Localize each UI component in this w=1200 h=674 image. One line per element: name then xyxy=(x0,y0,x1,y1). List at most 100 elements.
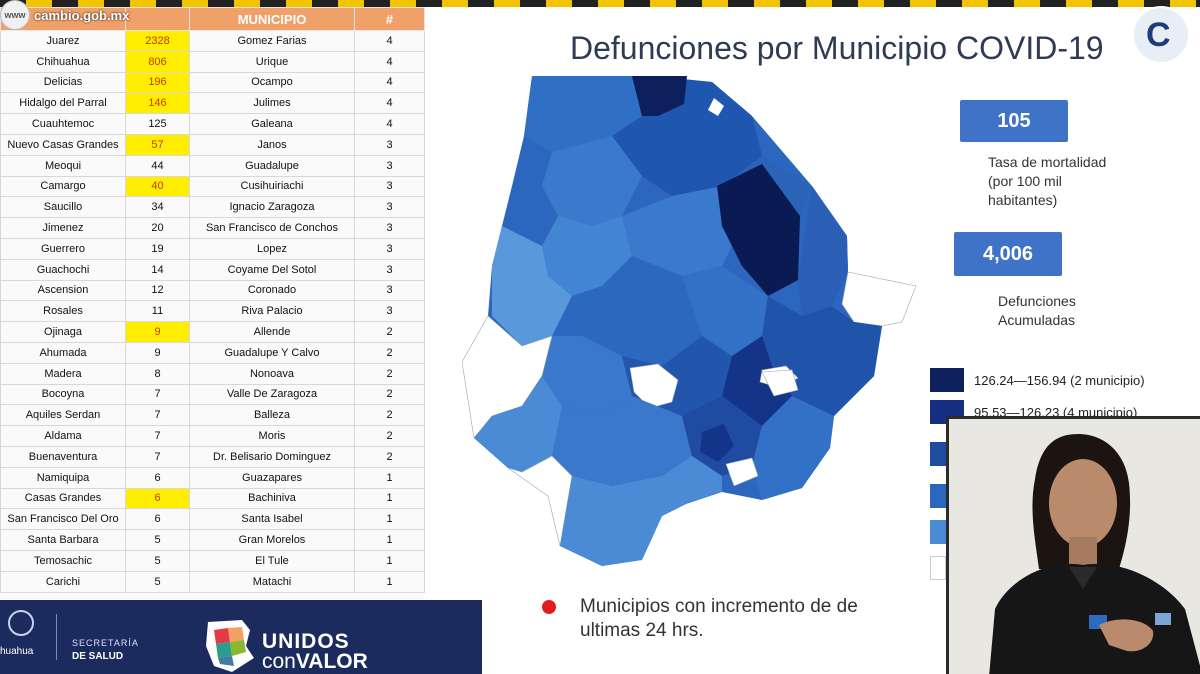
slogan-unidos: UNIDOS xyxy=(262,630,350,653)
cell-count-left: 7 xyxy=(125,445,190,468)
region-dark-south xyxy=(700,424,734,462)
table-row: Meoqui 44 Guadalupe 3 xyxy=(0,154,425,177)
table-row: Guerrero 19 Lopez 3 xyxy=(0,237,425,260)
cell-count-right: 4 xyxy=(354,92,425,115)
cell-municipio-right: Matachi xyxy=(189,570,355,593)
cell-municipio-left: Guachochi xyxy=(0,258,126,281)
cell-municipio-right: Cusihuiriachi xyxy=(189,175,355,198)
legend-item-1: 126.24—156.94 (2 municipio) xyxy=(930,368,1145,392)
cell-municipio-right: Gran Morelos xyxy=(189,529,355,551)
cell-municipio-left: Ahumada xyxy=(0,341,126,364)
cell-count-right: 1 xyxy=(354,508,425,531)
cell-count-right: 4 xyxy=(354,30,425,52)
cell-municipio-left: Casas Grandes xyxy=(0,487,126,510)
table-row: San Francisco Del Oro 6 Santa Isabel 1 xyxy=(0,508,425,531)
source-url-badge: www cambio.gob.mx xyxy=(0,0,190,30)
cell-municipio-left: Camargo xyxy=(0,175,126,198)
cell-count-right: 4 xyxy=(354,71,425,94)
cell-count-right: 2 xyxy=(354,321,425,343)
region-white-south-east xyxy=(725,457,759,487)
cell-count-left: 19 xyxy=(125,237,190,260)
cell-municipio-right: Riva Palacio xyxy=(189,300,355,323)
cell-municipio-right: Julimes xyxy=(189,92,355,115)
cell-count-right: 3 xyxy=(354,258,425,281)
table-row: Temosachic 5 El Tule 1 xyxy=(0,549,425,572)
table-body: Juarez 2328 Gomez Farias 4 Chihuahua 806 Uriqu… xyxy=(0,30,425,593)
slogan-con-valor: conVALOR xyxy=(262,650,368,674)
cell-municipio-right: Urique xyxy=(189,50,355,73)
cell-count-left: 6 xyxy=(125,466,190,489)
legend-swatch-4 xyxy=(930,484,946,508)
cell-municipio-left: Juarez xyxy=(0,30,126,52)
region-janos xyxy=(524,76,642,152)
table-row: Chihuahua 806 Urique 4 xyxy=(0,50,425,73)
region-bocoyna xyxy=(542,336,632,416)
mortality-rate-value: 105 xyxy=(960,100,1068,142)
cell-count-right: 2 xyxy=(354,383,425,406)
cell-count-left: 7 xyxy=(125,383,190,406)
channel-logo-letter: C xyxy=(1146,16,1171,54)
table-row: Camargo 40 Cusihuiriachi 3 xyxy=(0,175,425,198)
cell-municipio-left: Carichi xyxy=(0,570,126,593)
cell-count-left: 12 xyxy=(125,279,190,302)
region-west xyxy=(492,226,572,346)
cell-municipio-right: Ignacio Zaragoza xyxy=(189,196,355,219)
cell-municipio-right: Guadalupe xyxy=(189,154,355,177)
cell-municipio-right: Santa Isabel xyxy=(189,508,355,531)
top-stripe xyxy=(0,0,1200,7)
cell-count-left: 2328 xyxy=(125,30,190,52)
legend-swatch-1 xyxy=(930,368,964,392)
cell-count-left: 57 xyxy=(125,133,190,156)
cell-municipio-right: Coronado xyxy=(189,279,355,302)
cell-municipio-right: Guadalupe Y Calvo xyxy=(189,341,355,364)
cell-municipio-left: Nuevo Casas Grandes xyxy=(0,133,126,156)
header-count: # xyxy=(354,7,425,31)
region-chihuahua-city xyxy=(622,186,742,276)
cell-count-right: 4 xyxy=(354,50,425,73)
table-row: Delicias 196 Ocampo 4 xyxy=(0,71,425,94)
cell-count-right: 3 xyxy=(354,154,425,177)
cell-municipio-left: Buenaventura xyxy=(0,445,126,468)
cell-municipio-right: Ocampo xyxy=(189,71,355,94)
cell-municipio-left: Guerrero xyxy=(0,237,126,260)
mortality-label-line3: habitantes) xyxy=(988,192,1058,208)
cell-count-left: 14 xyxy=(125,258,190,281)
region-nuevo-casas-grandes xyxy=(542,136,642,226)
cell-count-left: 5 xyxy=(125,529,190,551)
mortality-label-line1: Tasa de mortalidad xyxy=(988,154,1107,170)
table-row: Hidalgo del Parral 146 Julimes 4 xyxy=(0,92,425,115)
note-line2: ultimas 24 hrs. xyxy=(580,620,704,641)
cell-municipio-left: Aquiles Serdan xyxy=(0,404,126,427)
cell-municipio-right: Dr. Belisario Dominguez xyxy=(189,445,355,468)
cell-municipio-left: Rosales xyxy=(0,300,126,323)
table-row: Ojinaga 9 Allende 2 xyxy=(0,321,425,343)
cell-count-right: 3 xyxy=(354,237,425,260)
region-camargo xyxy=(722,336,792,426)
cell-count-right: 1 xyxy=(354,487,425,510)
accumulated-deaths-label: Defunciones Acumuladas xyxy=(998,292,1076,330)
cell-municipio-left: Hidalgo del Parral xyxy=(0,92,126,115)
cell-municipio-left: San Francisco Del Oro xyxy=(0,508,126,531)
cell-count-left: 11 xyxy=(125,300,190,323)
cell-municipio-right: Gomez Farias xyxy=(189,30,355,52)
cell-count-right: 1 xyxy=(354,549,425,572)
sign-language-interpreter-video xyxy=(946,416,1200,674)
cell-municipio-left: Santa Barbara xyxy=(0,529,126,551)
table-row: Cuauhtemoc 125 Galeana 4 xyxy=(0,113,425,135)
note-line1: Municipios con incremento de de xyxy=(580,596,858,617)
cell-count-left: 806 xyxy=(125,50,190,73)
table-row: Madera 8 Nonoava 2 xyxy=(0,362,425,385)
cell-municipio-left: Meoqui xyxy=(0,154,126,177)
table-row: Ahumada 9 Guadalupe Y Calvo 2 xyxy=(0,341,425,364)
cell-count-right: 3 xyxy=(354,133,425,156)
table-row: Aldama 7 Moris 2 xyxy=(0,425,425,447)
legend-label-1: 126.24—156.94 (2 municipio) xyxy=(974,372,1145,388)
region-cuauhtemoc xyxy=(572,256,702,366)
cell-municipio-right: Nonoava xyxy=(189,362,355,385)
cell-count-left: 20 xyxy=(125,217,190,239)
footer-banner: huahua SECRETARÍA DE SALUD UNIDOS conVAL… xyxy=(0,600,482,674)
cell-count-left: 40 xyxy=(125,175,190,198)
table-row: Casas Grandes 6 Bachiniva 1 xyxy=(0,487,425,510)
deaths-label-line1: Defunciones xyxy=(998,293,1076,309)
footer-state-text: huahua xyxy=(0,646,34,657)
